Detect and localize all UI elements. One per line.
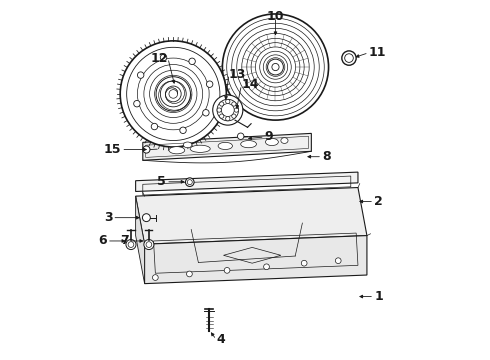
Circle shape — [180, 127, 186, 134]
Circle shape — [152, 275, 158, 280]
Text: 8: 8 — [322, 150, 331, 163]
Circle shape — [189, 58, 196, 64]
Text: 15: 15 — [104, 143, 122, 156]
Polygon shape — [143, 134, 311, 160]
Circle shape — [220, 102, 224, 106]
Circle shape — [144, 239, 154, 249]
Polygon shape — [136, 172, 358, 192]
Polygon shape — [136, 196, 145, 284]
Circle shape — [187, 271, 192, 277]
Circle shape — [335, 258, 341, 264]
Circle shape — [206, 81, 213, 87]
Text: 3: 3 — [104, 211, 112, 224]
Ellipse shape — [213, 95, 243, 125]
Circle shape — [264, 264, 270, 270]
Circle shape — [186, 178, 194, 186]
Circle shape — [151, 123, 158, 130]
Circle shape — [126, 239, 136, 249]
Text: 14: 14 — [242, 78, 259, 91]
Text: 4: 4 — [216, 333, 225, 346]
Text: 9: 9 — [265, 130, 273, 144]
Text: 2: 2 — [374, 195, 383, 208]
Ellipse shape — [266, 138, 278, 145]
Circle shape — [137, 72, 144, 78]
Circle shape — [301, 260, 307, 266]
Ellipse shape — [268, 59, 283, 75]
Circle shape — [143, 146, 150, 153]
Text: 1: 1 — [374, 290, 383, 303]
Text: 12: 12 — [150, 51, 168, 64]
Text: 13: 13 — [229, 68, 246, 81]
Polygon shape — [136, 188, 367, 244]
Ellipse shape — [190, 145, 210, 152]
Text: 11: 11 — [368, 46, 386, 59]
Circle shape — [134, 100, 140, 107]
Ellipse shape — [156, 77, 191, 111]
Text: 5: 5 — [157, 175, 166, 188]
Ellipse shape — [281, 138, 288, 143]
Circle shape — [224, 267, 230, 273]
Ellipse shape — [120, 41, 226, 147]
Circle shape — [232, 102, 236, 106]
Circle shape — [220, 114, 224, 118]
Text: 10: 10 — [267, 10, 284, 23]
Ellipse shape — [169, 147, 185, 154]
Circle shape — [234, 108, 239, 112]
Circle shape — [225, 117, 230, 121]
Text: 7: 7 — [120, 234, 128, 247]
Ellipse shape — [241, 140, 256, 148]
Ellipse shape — [222, 14, 329, 120]
Ellipse shape — [218, 142, 232, 149]
Circle shape — [160, 54, 167, 61]
Polygon shape — [145, 235, 367, 284]
Ellipse shape — [342, 51, 356, 65]
Ellipse shape — [183, 142, 192, 148]
Text: 6: 6 — [98, 234, 107, 247]
Circle shape — [225, 99, 230, 104]
Circle shape — [203, 109, 209, 116]
Circle shape — [238, 133, 244, 139]
Circle shape — [143, 214, 150, 222]
Circle shape — [217, 108, 221, 112]
Circle shape — [232, 114, 236, 118]
